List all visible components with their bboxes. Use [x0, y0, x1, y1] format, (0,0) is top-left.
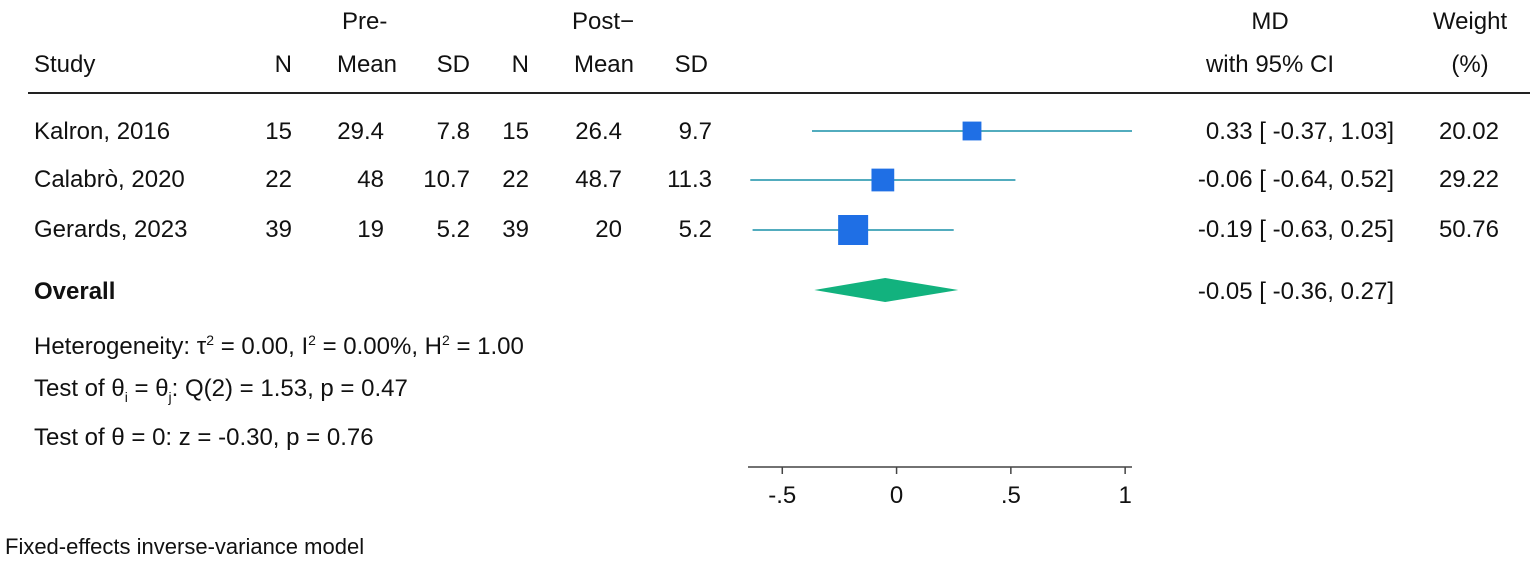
x-tick-label: 1	[1118, 482, 1131, 509]
header-md-ci: with 95% CI	[1205, 51, 1335, 78]
overall-diamond	[814, 278, 959, 302]
post-n: 15	[502, 118, 529, 145]
x-tick-label: 0	[890, 482, 903, 509]
heterogeneity-stats: Heterogeneity: τ2 = 0.00, I2 = 0.00%, H2…	[34, 332, 524, 360]
weight: 29.22	[1438, 166, 1499, 193]
header-pre-sd: SD	[436, 51, 470, 78]
overall-ci-text: -0.05 [ -0.36, 0.27]	[1197, 278, 1394, 305]
header-pre-mean: Mean	[336, 51, 397, 78]
post-n: 39	[502, 216, 529, 243]
header-post-group: Post−	[572, 8, 635, 35]
ci-text: 0.33 [ -0.37, 1.03]	[1205, 118, 1394, 145]
study-name: Gerards, 2023	[34, 216, 188, 243]
post-n: 22	[502, 166, 529, 193]
post-mean: 20	[595, 216, 622, 243]
pre-n: 22	[265, 166, 292, 193]
study-marker	[962, 121, 982, 141]
pre-sd: 7.8	[436, 118, 470, 145]
post-mean: 48.7	[575, 166, 622, 193]
ci-text: -0.19 [ -0.63, 0.25]	[1197, 216, 1394, 243]
ci-text: -0.06 [ -0.64, 0.52]	[1197, 166, 1394, 193]
post-sd: 9.7	[678, 118, 712, 145]
x-tick-label: -.5	[768, 482, 796, 509]
model-footnote: Fixed-effects inverse-variance model	[5, 534, 365, 559]
header-post-n: N	[511, 51, 529, 78]
header-weight-unit: (%)	[1451, 51, 1489, 78]
overall-label: Overall	[34, 278, 116, 305]
weight: 50.76	[1438, 216, 1499, 243]
pre-sd: 5.2	[436, 216, 470, 243]
pre-mean: 19	[357, 216, 384, 243]
header-md: MD	[1251, 8, 1289, 35]
study-marker	[838, 215, 869, 245]
study-name: Kalron, 2016	[34, 118, 171, 145]
post-sd: 11.3	[667, 166, 712, 193]
pre-mean: 29.4	[337, 118, 384, 145]
pre-mean: 48	[357, 166, 384, 193]
pre-n: 39	[265, 216, 292, 243]
header-post-sd: SD	[674, 51, 708, 78]
header-pre-group: Pre-	[342, 8, 388, 35]
x-tick-label: .5	[1001, 482, 1021, 509]
pre-n: 15	[265, 118, 292, 145]
header-divider	[28, 92, 1530, 94]
header-pre-n: N	[274, 51, 292, 78]
header-weight: Weight	[1432, 8, 1508, 35]
study-name: Calabrò, 2020	[34, 166, 185, 193]
study-marker	[871, 168, 895, 192]
post-sd: 5.2	[678, 216, 712, 243]
overall-effect-test: Test of θ = 0: z = -0.30, p = 0.76	[34, 424, 374, 451]
weight: 20.02	[1438, 118, 1499, 145]
header-post-mean: Mean	[573, 51, 634, 78]
pre-sd: 10.7	[423, 166, 470, 193]
post-mean: 26.4	[575, 118, 622, 145]
header-study: Study	[34, 51, 96, 78]
homogeneity-test: Test of θi = θj: Q(2) = 1.53, p = 0.47	[34, 375, 408, 405]
